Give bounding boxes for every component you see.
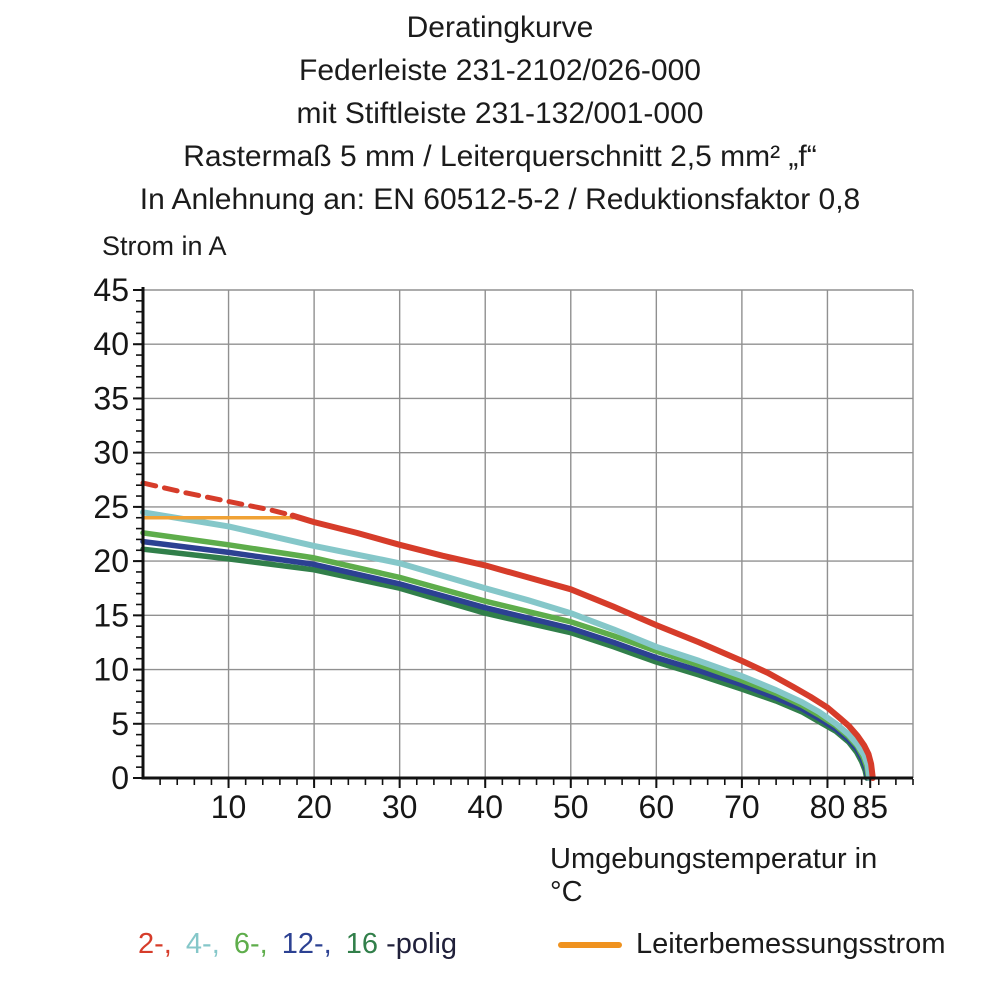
x-tick-label: 80	[810, 789, 846, 825]
y-tick-label: 20	[93, 543, 129, 579]
y-tick-label: 0	[111, 760, 129, 796]
x-tick-label: 30	[382, 789, 418, 825]
y-tick-label: 35	[93, 380, 129, 416]
x-tick-label: 70	[724, 789, 760, 825]
x-tick-label: 50	[553, 789, 589, 825]
subtitle-standard: In Anlehnung an: EN 60512-5-2 / Reduktio…	[139, 183, 861, 216]
subtitle-pitch-cross-section: Rastermaß 5 mm / Leiterquerschnitt 2,5 m…	[183, 140, 817, 173]
curve-4-polig	[140, 509, 873, 781]
x-tick-label: 85	[852, 789, 888, 825]
poles-legend: 2-, 4-, 6-, 12-, 16 -polig	[138, 928, 457, 961]
y-tick-label: 15	[93, 597, 129, 633]
y-tick-label: 45	[93, 272, 129, 308]
x-tick-label: 20	[296, 789, 332, 825]
x-tick-label: 10	[211, 789, 247, 825]
x-tick-label: 60	[639, 789, 675, 825]
curve-2-polig	[289, 512, 876, 781]
rated-current-legend: Leiterbemessungsstrom	[558, 928, 945, 961]
subtitle-male-connector: mit Stiftleiste 231-132/001-000	[296, 97, 704, 130]
curve-12-polig	[140, 538, 871, 781]
chart-title: Deratingkurve	[406, 11, 594, 44]
rated-current-line-swatch	[558, 941, 622, 948]
y-tick-label: 30	[93, 435, 129, 471]
legend-item-16pole: 16	[345, 928, 379, 960]
legend-item-2pole: 2-,	[138, 928, 172, 960]
legend-poles-suffix: -polig	[386, 928, 458, 960]
chart-title-block: Deratingkurve Federleiste 231-2102/026-0…	[0, 6, 1000, 221]
x-tick-label: 40	[467, 789, 503, 825]
y-tick-label: 10	[93, 652, 129, 688]
curve-2-polig-gestrichelt	[140, 480, 296, 519]
y-tick-label: 25	[93, 489, 129, 525]
curve-16-polig	[140, 546, 870, 781]
y-axis-title: Strom in A	[102, 231, 227, 261]
x-axis-title: Umgebungstemperatur in °C	[550, 843, 878, 908]
legend-item-6pole: 6-,	[233, 928, 268, 960]
rated-current-label: Leiterbemessungsstrom	[636, 928, 946, 960]
legend-item-12pole: 12-,	[281, 928, 332, 960]
legend-item-4pole: 4-,	[185, 928, 220, 960]
y-tick-label: 40	[93, 326, 129, 362]
y-tick-label: 5	[111, 706, 129, 742]
subtitle-female-connector: Federleiste 231-2102/026-000	[299, 54, 701, 87]
